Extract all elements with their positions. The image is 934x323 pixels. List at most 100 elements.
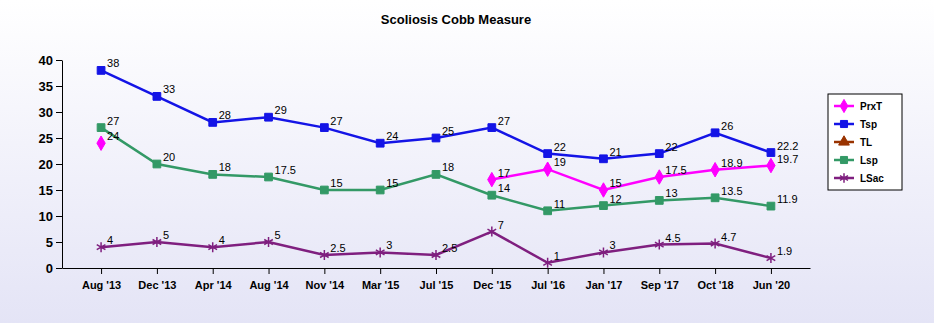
series-marker xyxy=(320,250,329,260)
data-label: 2.5 xyxy=(330,242,345,254)
legend-entry: PrxT xyxy=(834,99,882,112)
data-label: 33 xyxy=(163,83,175,95)
legend-label: TL xyxy=(860,137,872,148)
data-label: 1 xyxy=(554,250,560,262)
series-marker xyxy=(153,93,161,101)
data-label: 4.5 xyxy=(665,232,680,244)
series-marker xyxy=(600,155,608,163)
x-tick-mark xyxy=(269,268,270,274)
y-tick-label: 30 xyxy=(39,105,53,120)
x-tick-mark xyxy=(157,268,158,274)
series-marker xyxy=(655,170,663,184)
data-label: 22 xyxy=(665,141,677,153)
legend-label: Lsp xyxy=(860,155,878,166)
x-tick: Oct '18 xyxy=(697,268,733,291)
legend-marker xyxy=(840,120,847,127)
y-tick-mark xyxy=(56,216,62,217)
data-label: 27 xyxy=(107,115,119,127)
data-label: 11.9 xyxy=(777,193,798,205)
y-tick-mark xyxy=(56,164,62,165)
x-tick-mark xyxy=(436,268,437,274)
data-label: 22 xyxy=(554,141,566,153)
data-label: 3 xyxy=(386,239,392,251)
data-label: 24 xyxy=(386,130,398,142)
data-label: 22.2 xyxy=(777,140,798,152)
series-marker xyxy=(209,119,217,127)
series-line xyxy=(101,232,771,263)
legend-entry: Lsp xyxy=(834,155,878,166)
x-tick-label: Dec '15 xyxy=(473,279,511,291)
data-label: 1.9 xyxy=(777,245,792,257)
y-tick-label: 0 xyxy=(46,261,53,276)
y-tick-label: 20 xyxy=(39,157,53,172)
y-tick-label: 35 xyxy=(39,79,53,94)
series-marker xyxy=(711,239,720,249)
x-tick-mark xyxy=(603,268,604,274)
data-label: 3 xyxy=(609,239,615,251)
x-axis: Aug '13Dec '13Apr '14Aug '14Nov '14Mar '… xyxy=(63,268,811,291)
background xyxy=(0,0,934,323)
x-tick: Sep '17 xyxy=(641,268,679,291)
series-marker xyxy=(767,149,775,157)
x-tick-label: Jan '17 xyxy=(586,279,623,291)
x-tick-mark xyxy=(715,268,716,274)
data-label: 18 xyxy=(219,161,231,173)
series-marker xyxy=(320,186,328,194)
x-tick-mark xyxy=(213,268,214,274)
x-tick: Jun '20 xyxy=(753,268,790,291)
x-tick-mark xyxy=(771,268,772,274)
series-marker xyxy=(376,247,385,257)
legend-entry: LSac xyxy=(834,173,884,184)
legend-marker xyxy=(840,173,848,182)
series-marker xyxy=(265,113,273,121)
x-tick: Dec '15 xyxy=(473,268,511,291)
x-tick: Aug '14 xyxy=(249,268,289,291)
series-marker xyxy=(265,173,273,181)
series xyxy=(97,124,775,215)
legend-label: PrxT xyxy=(860,101,882,112)
series xyxy=(97,67,775,163)
data-label: 17 xyxy=(498,167,510,179)
series-marker xyxy=(488,172,496,186)
series-marker xyxy=(432,250,441,260)
series-marker xyxy=(544,150,552,158)
y-tick: 30 xyxy=(39,105,62,120)
series-marker xyxy=(600,202,608,210)
y-tick: 25 xyxy=(39,131,62,146)
y-tick: 20 xyxy=(39,157,62,172)
data-label: 13 xyxy=(665,187,677,199)
x-tick-label: Aug '14 xyxy=(249,279,289,291)
legend-entry: TL xyxy=(834,136,872,148)
series-marker xyxy=(432,171,440,179)
data-label: 18 xyxy=(442,161,454,173)
data-label: 27 xyxy=(330,115,342,127)
x-tick: Jul '15 xyxy=(420,268,454,291)
y-tick-mark xyxy=(56,190,62,191)
y-tick: 0 xyxy=(46,261,62,276)
x-tick-label: Oct '18 xyxy=(697,279,733,291)
data-label: 17.5 xyxy=(275,164,296,176)
series-marker xyxy=(376,139,384,147)
series-marker xyxy=(599,247,608,257)
data-label: 2.5 xyxy=(442,242,457,254)
data-label: 13.5 xyxy=(721,185,742,197)
chart: Scoliosis Cobb Measure0510152025303540Au… xyxy=(0,0,934,323)
x-tick: Aug '13 xyxy=(82,268,121,291)
series-marker xyxy=(432,134,440,142)
y-tick-label: 40 xyxy=(39,53,53,68)
legend-marker xyxy=(840,156,847,163)
series-marker xyxy=(599,183,607,197)
y-tick-mark xyxy=(56,60,62,61)
y-tick: 10 xyxy=(39,209,62,224)
data-label: 5 xyxy=(163,229,169,241)
series-marker xyxy=(264,237,273,247)
data-label: 27 xyxy=(498,115,510,127)
data-label: 21 xyxy=(609,146,621,158)
legend-entry: Tsp xyxy=(834,119,877,130)
legend-label: LSac xyxy=(860,173,884,184)
series-line xyxy=(101,70,771,158)
series-marker xyxy=(97,124,105,132)
data-label: 19.7 xyxy=(777,153,798,165)
x-tick-label: Mar '15 xyxy=(362,279,399,291)
data-label: 15 xyxy=(609,177,621,189)
